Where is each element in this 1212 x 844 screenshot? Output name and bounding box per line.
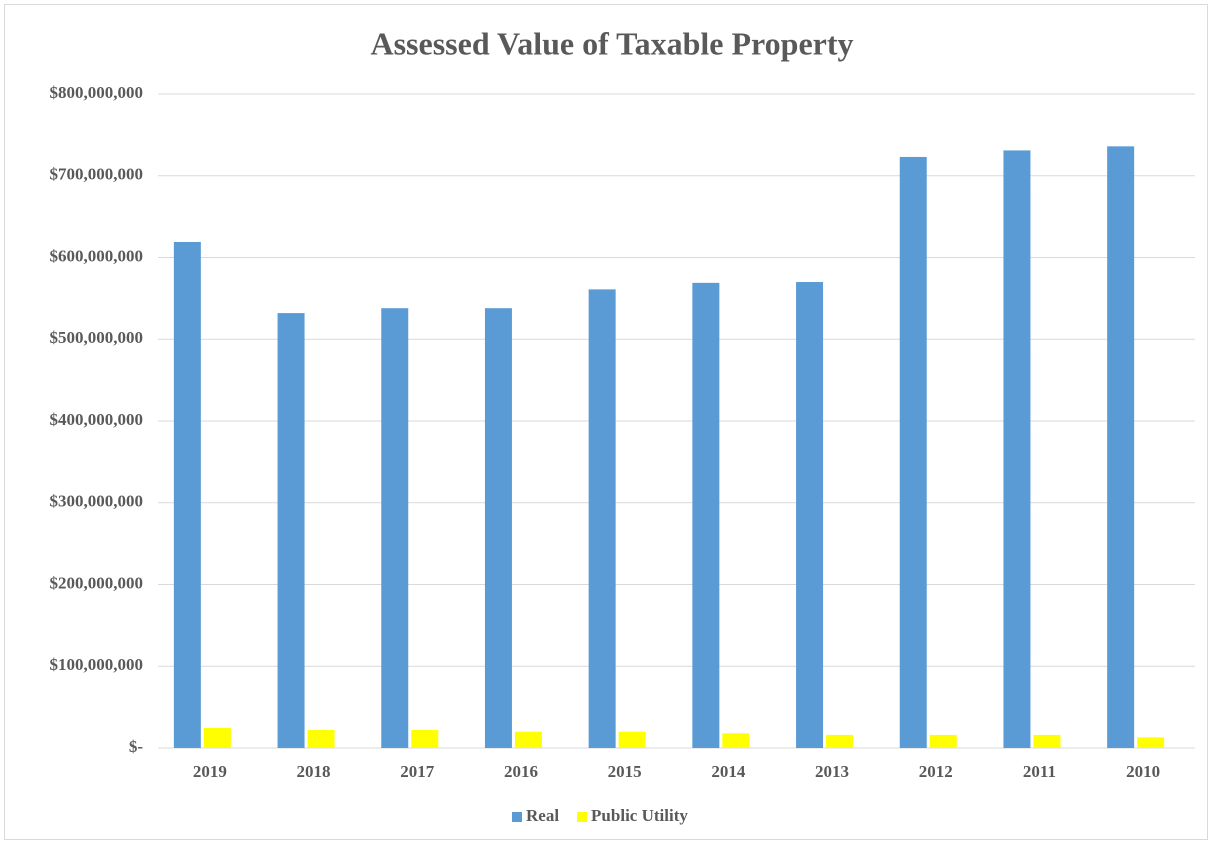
bar (826, 734, 854, 748)
bar (796, 282, 824, 748)
x-tick-label: 2015 (608, 762, 642, 781)
legend-label: Real (526, 806, 559, 825)
x-tick-label: 2011 (1023, 762, 1056, 781)
bar (1137, 737, 1165, 748)
y-tick-label: $300,000,000 (50, 492, 144, 511)
bar (277, 313, 305, 748)
bar (1107, 146, 1135, 748)
bar (484, 308, 512, 748)
bar (381, 308, 409, 748)
x-tick-label: 2012 (919, 762, 953, 781)
bar (692, 282, 720, 748)
y-tick-label: $400,000,000 (50, 410, 144, 429)
bar (514, 731, 542, 748)
bar (411, 730, 439, 748)
chart-title: Assessed Value of Taxable Property (370, 25, 853, 61)
bar (722, 733, 750, 748)
y-tick-label: $700,000,000 (50, 165, 144, 184)
bar (1003, 150, 1031, 749)
x-tick-label: 2019 (193, 762, 227, 781)
y-tick-label: $200,000,000 (50, 573, 144, 592)
y-tick-label: $- (129, 737, 144, 756)
bar (899, 156, 927, 748)
x-tick-label: 2014 (711, 762, 746, 781)
bar (203, 727, 231, 748)
bar (307, 730, 335, 748)
bar (618, 731, 646, 748)
y-tick-label: $100,000,000 (50, 655, 144, 674)
y-tick-label: $800,000,000 (50, 83, 144, 102)
x-tick-label: 2016 (504, 762, 538, 781)
bar (929, 734, 957, 748)
legend-swatch (577, 812, 588, 822)
x-tick-label: 2018 (297, 762, 331, 781)
bar (588, 289, 616, 748)
bar (173, 241, 201, 748)
bar (1033, 734, 1061, 748)
legend-swatch (512, 812, 522, 822)
legend-label: Public Utility (591, 806, 688, 825)
y-tick-label: $600,000,000 (50, 246, 144, 265)
x-tick-label: 2010 (1126, 762, 1160, 781)
x-tick-label: 2017 (400, 762, 435, 781)
x-tick-label: 2013 (815, 762, 849, 781)
y-tick-label: $500,000,000 (50, 328, 144, 347)
